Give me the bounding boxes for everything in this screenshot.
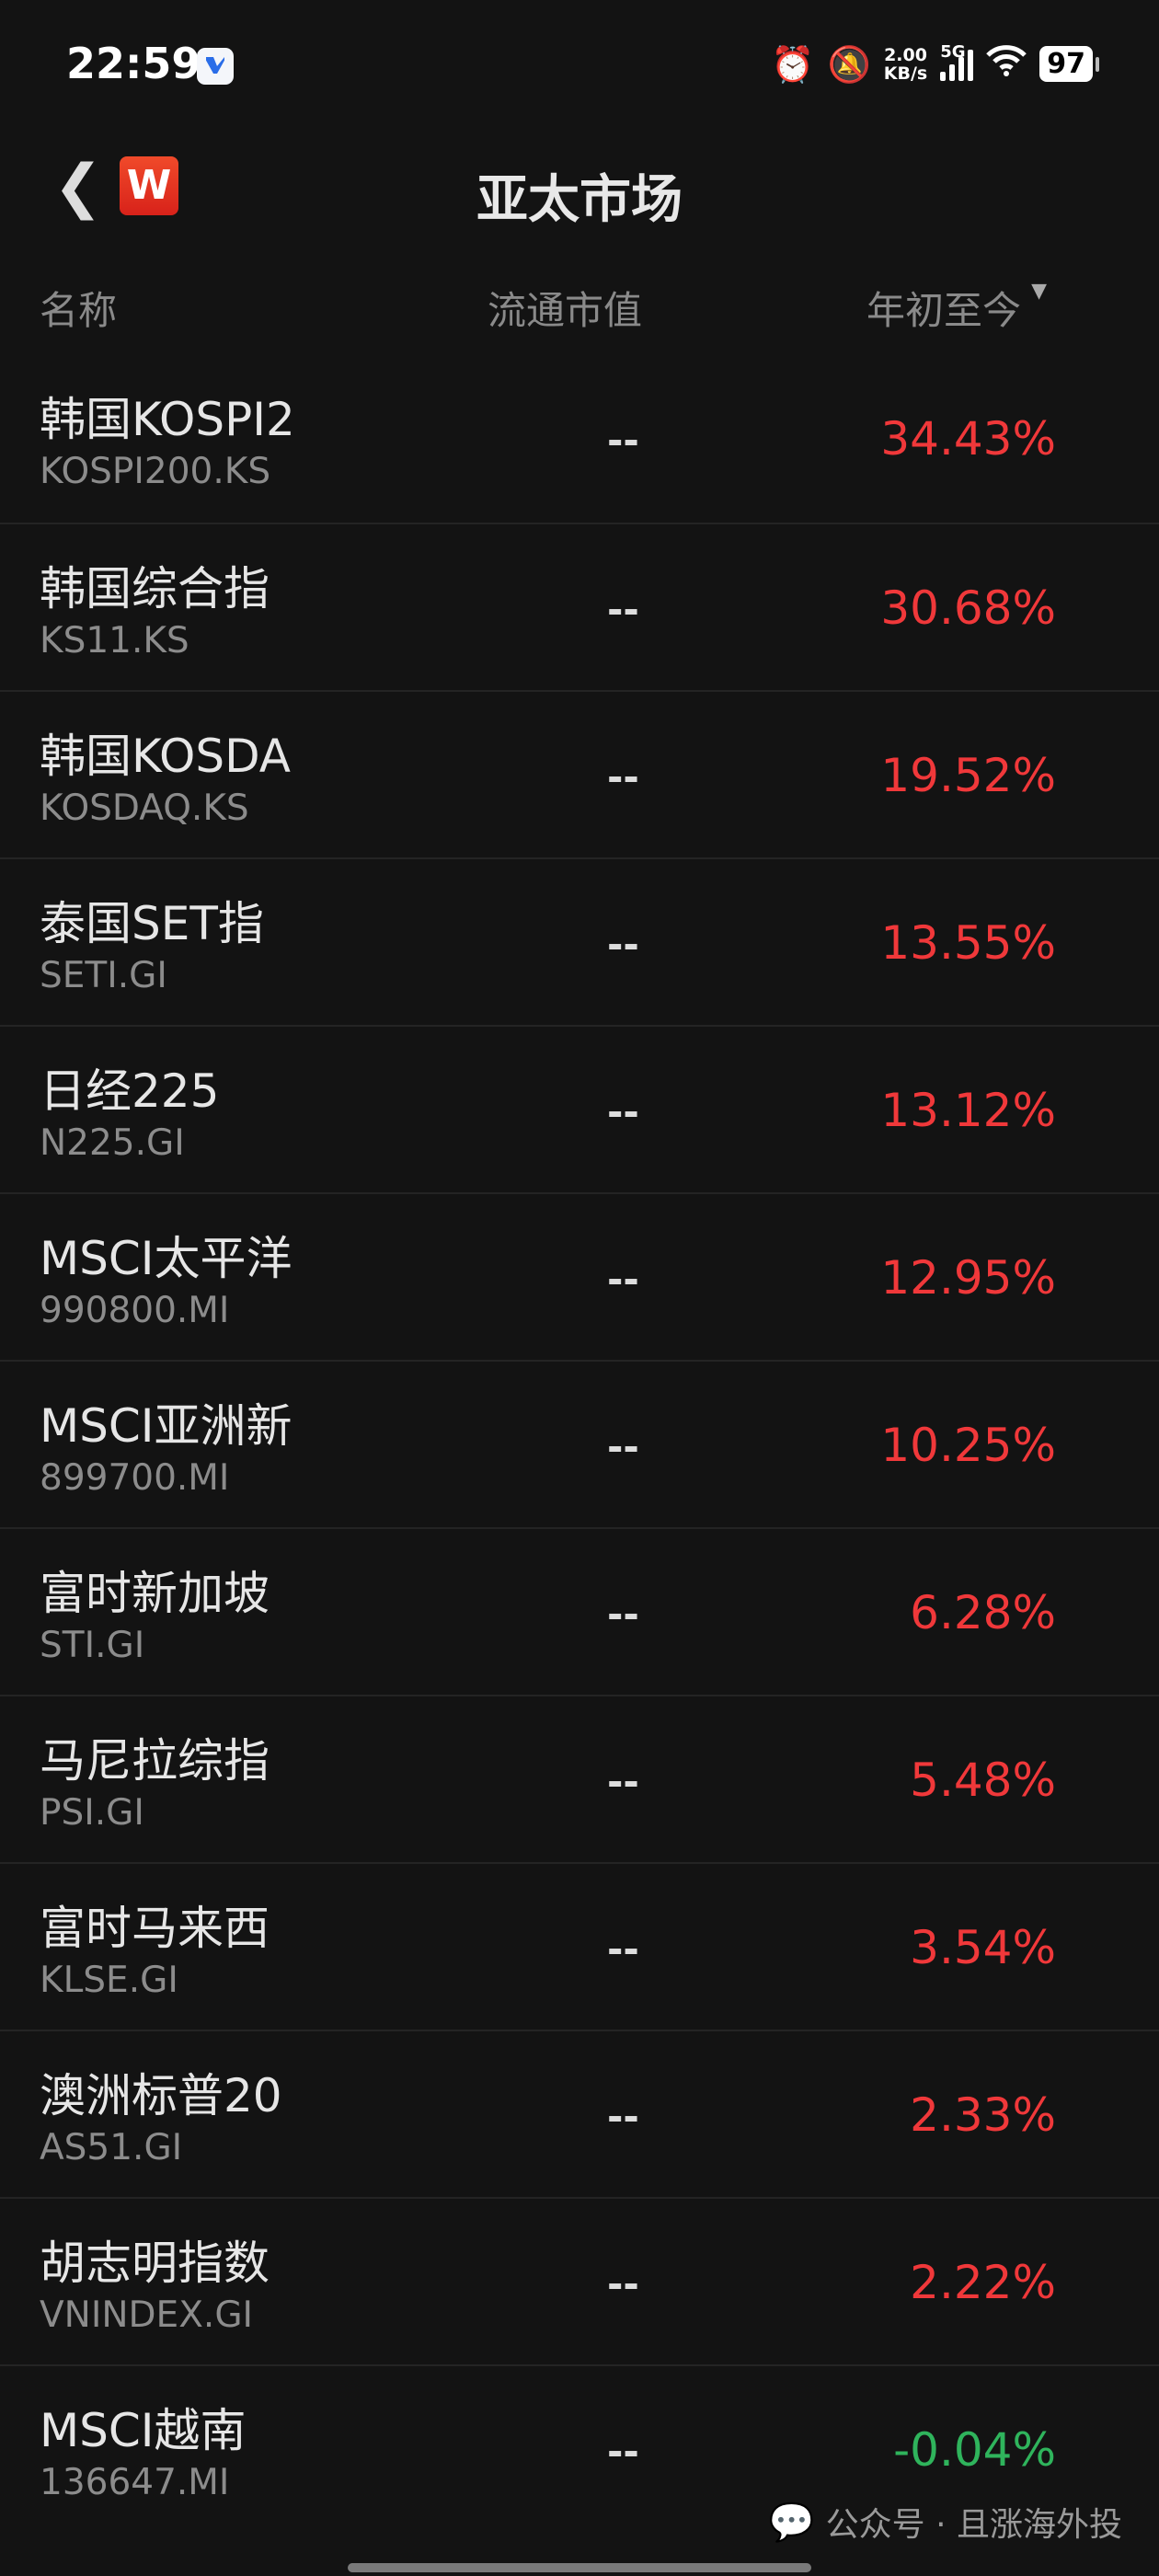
market-cap: --	[607, 1424, 639, 1469]
index-code: 899700.MI	[40, 1457, 230, 1499]
battery-icon: 97	[1039, 46, 1099, 82]
index-code: SETI.GI	[40, 955, 167, 996]
table-row[interactable]: MSCI亚洲新 899700.MI -- 10.25%	[0, 1360, 1159, 1527]
index-code: KOSPI200.KS	[40, 451, 271, 492]
wechat-icon: 💬	[768, 2501, 815, 2544]
table-row[interactable]: 澳洲标普20 AS51.GI -- 2.33%	[0, 2030, 1159, 2197]
ytd-change: 34.43%	[880, 412, 1056, 466]
table-row[interactable]: MSCI越南 136647.MI -- -0.04%	[0, 2364, 1159, 2532]
net-speed: 2.00 KB/s	[884, 46, 927, 83]
index-code: N225.GI	[40, 1122, 185, 1164]
net-speed-unit: KB/s	[883, 63, 928, 84]
index-code: STI.GI	[40, 1625, 145, 1666]
ytd-change: 6.28%	[910, 1586, 1056, 1639]
ytd-change: 30.68%	[880, 581, 1056, 635]
ytd-change: 13.12%	[880, 1084, 1056, 1137]
alarm-icon: ⏰	[771, 43, 815, 85]
table-row[interactable]: 泰国SET指 SETI.GI -- 13.55%	[0, 857, 1159, 1025]
market-cap: --	[607, 2094, 639, 2139]
table-row[interactable]: 韩国综合指 KS11.KS -- 30.68%	[0, 523, 1159, 690]
network-type: 5G	[940, 41, 966, 62]
column-market-cap[interactable]: 流通市值	[488, 288, 643, 333]
index-code: AS51.GI	[40, 2127, 183, 2168]
ytd-change: 12.95%	[880, 1251, 1056, 1305]
index-name: MSCI太平洋	[40, 1232, 293, 1285]
table-row[interactable]: 韩国KOSPI2 KOSPI200.KS -- 34.43%	[0, 355, 1159, 523]
market-cap: --	[607, 1759, 639, 1804]
market-cap: --	[607, 587, 639, 632]
index-name: 泰国SET指	[40, 897, 264, 950]
market-cap: --	[607, 1926, 639, 1972]
ytd-change: 5.48%	[910, 1754, 1056, 1807]
market-cap: --	[607, 1257, 639, 1302]
index-name: MSCI越南	[40, 2404, 247, 2457]
index-code: KS11.KS	[40, 620, 189, 661]
signal-icon: 5G	[940, 42, 974, 81]
market-cap: --	[607, 1089, 639, 1134]
ytd-change: 2.33%	[910, 2088, 1056, 2142]
index-name: 富时马来西	[40, 1902, 270, 1955]
market-cap: --	[607, 418, 639, 463]
index-name: 韩国综合指	[40, 562, 270, 615]
table-row[interactable]: 胡志明指数 VNINDEX.GI -- 2.22%	[0, 2197, 1159, 2364]
table-row[interactable]: 富时新加坡 STI.GI -- 6.28%	[0, 1527, 1159, 1695]
index-name: MSCI亚洲新	[40, 1399, 293, 1453]
column-name: 名称	[40, 288, 118, 333]
index-name: 富时新加坡	[40, 1567, 270, 1620]
market-cap: --	[607, 1592, 639, 1637]
clock: 22:59	[66, 39, 201, 88]
index-name: 日经225	[40, 1064, 220, 1118]
index-code: VNINDEX.GI	[40, 2294, 254, 2336]
watermark-text: 公众号 · 且涨海外投	[825, 2506, 1122, 2544]
ytd-change: -0.04%	[893, 2423, 1056, 2477]
index-name: 马尼拉综指	[40, 1734, 270, 1788]
nav-bar: ❮ W 亚太市场	[0, 138, 1159, 239]
back-button[interactable]: ❮	[53, 153, 103, 221]
market-cap: --	[607, 922, 639, 967]
index-name: 澳洲标普20	[40, 2069, 282, 2122]
table-row[interactable]: 日经225 N225.GI -- 13.12%	[0, 1025, 1159, 1192]
column-header: 名称 流通市值 年初至今 ▼	[0, 276, 1159, 340]
column-ytd[interactable]: 年初至今	[866, 288, 1021, 333]
mute-bell-icon: 🔕	[827, 43, 871, 85]
index-name: 韩国KOSDA	[40, 730, 291, 783]
status-bar: 22:59 ⏰ 🔕 2.00 KB/s 5G 97	[0, 0, 1159, 138]
ytd-change: 3.54%	[910, 1921, 1056, 1974]
home-indicator[interactable]	[348, 2563, 811, 2572]
table-row[interactable]: 马尼拉综指 PSI.GI -- 5.48%	[0, 1695, 1159, 1862]
app-logo[interactable]: W	[120, 156, 178, 215]
ytd-change: 13.55%	[880, 916, 1056, 970]
index-code: 990800.MI	[40, 1290, 230, 1331]
market-cap: --	[607, 2261, 639, 2306]
app-notification-icon	[197, 48, 234, 85]
ytd-change: 10.25%	[880, 1419, 1056, 1472]
index-code: KLSE.GI	[40, 1960, 178, 2001]
index-name: 胡志明指数	[40, 2237, 270, 2290]
index-code: 136647.MI	[40, 2462, 230, 2503]
page-title: 亚太市场	[476, 170, 683, 230]
index-name: 韩国KOSPI2	[40, 393, 295, 446]
index-code: PSI.GI	[40, 1792, 144, 1834]
watermark: 💬 公众号 · 且涨海外投	[769, 2498, 1122, 2546]
wifi-icon	[986, 44, 1027, 84]
index-list: 韩国KOSPI2 KOSPI200.KS -- 34.43% 韩国综合指 KS11…	[0, 355, 1159, 2532]
market-cap: --	[607, 754, 639, 799]
index-code: KOSDAQ.KS	[40, 788, 249, 829]
market-cap: --	[607, 2429, 639, 2474]
net-speed-value: 2.00	[884, 44, 927, 65]
table-row[interactable]: 富时马来西 KLSE.GI -- 3.54%	[0, 1862, 1159, 2030]
table-row[interactable]: 韩国KOSDA KOSDAQ.KS -- 19.52%	[0, 690, 1159, 857]
sort-desc-icon[interactable]: ▼	[1031, 280, 1047, 303]
ytd-change: 2.22%	[910, 2256, 1056, 2309]
table-row[interactable]: MSCI太平洋 990800.MI -- 12.95%	[0, 1192, 1159, 1360]
ytd-change: 19.52%	[880, 749, 1056, 802]
